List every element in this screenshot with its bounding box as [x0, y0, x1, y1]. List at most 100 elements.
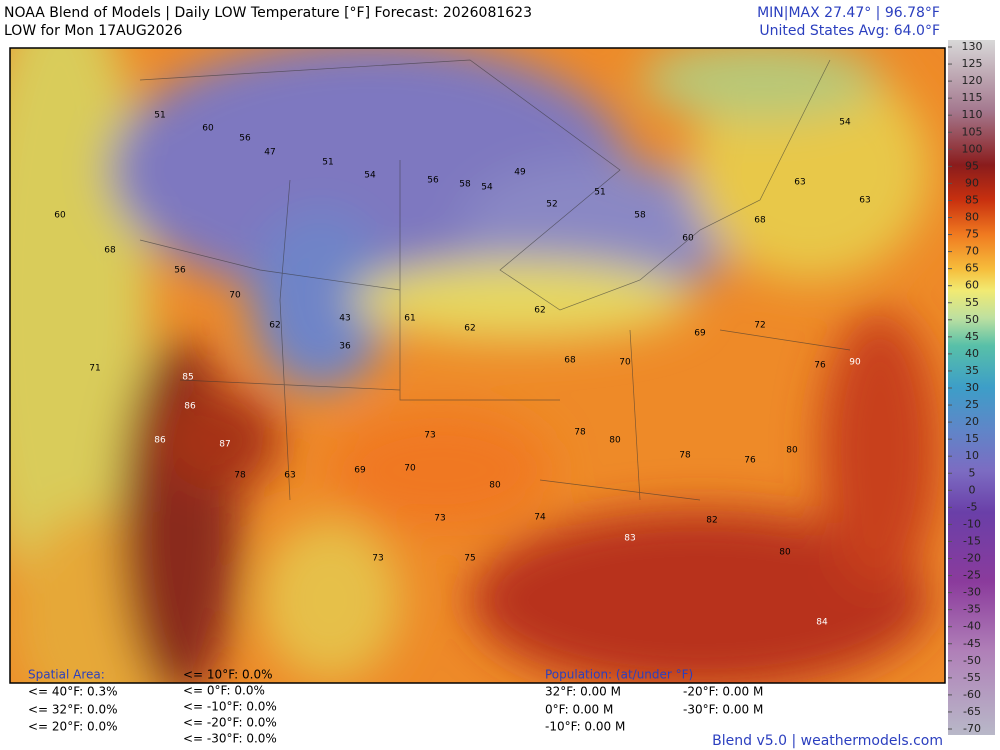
station-value: 62	[464, 324, 475, 334]
stat-line: <= 32°F: 0.0%	[28, 703, 118, 717]
map: 51 60 56 47 51 54 56 58 54 49 52 51 58 60 68 63 54 63 60 68…	[10, 48, 945, 683]
station-value: 51	[322, 158, 333, 168]
colorbar-label: 50	[965, 313, 979, 326]
colorbar-label: 80	[965, 211, 979, 224]
population-title: Population: (at/under °F)	[545, 668, 693, 682]
station-value: 54	[481, 183, 493, 193]
station-value: 73	[434, 514, 445, 524]
station-value: 36	[339, 342, 351, 352]
stat-line: 32°F: 0.00 M	[545, 685, 621, 699]
colorbar-label: -60	[963, 688, 981, 701]
station-value: 72	[754, 321, 765, 331]
stat-line: <= -20°F: 0.0%	[183, 716, 277, 730]
colorbar-label: 120	[962, 74, 983, 87]
station-value: 78	[679, 451, 691, 461]
colorbar-label: -10	[963, 517, 981, 530]
colorbar-label: 75	[965, 228, 979, 241]
station-value: 43	[339, 314, 350, 324]
stat-line: <= -10°F: 0.0%	[183, 700, 277, 714]
stat-line: <= 10°F: 0.0%	[183, 668, 273, 682]
station-value: 47	[264, 148, 275, 158]
station-value: 70	[619, 358, 631, 368]
colorbar-label: -70	[963, 722, 981, 735]
stat-line: <= -30°F: 0.0%	[183, 732, 277, 746]
colorbar-label: -20	[963, 552, 981, 565]
colorbar-label: 70	[965, 245, 979, 258]
station-value: 80	[489, 481, 501, 491]
stat-line: <= 40°F: 0.3%	[28, 685, 118, 699]
colorbar-label: 0	[969, 483, 976, 496]
station-value: 80	[786, 446, 798, 456]
colorbar-label: 55	[965, 296, 979, 309]
colorbar-label: 25	[965, 398, 979, 411]
station-value: 83	[624, 534, 635, 544]
station-value: 82	[706, 516, 717, 526]
station-value: 85	[182, 373, 193, 383]
station-value: 56	[427, 176, 439, 186]
station-value: 75	[464, 554, 475, 564]
station-value: 62	[269, 321, 280, 331]
colorbar-label: 105	[962, 125, 983, 138]
station-value: 56	[174, 266, 186, 276]
station-value: 63	[794, 178, 805, 188]
colorbar-label: 65	[965, 262, 979, 275]
station-value: 51	[594, 188, 605, 198]
station-value: 76	[814, 361, 826, 371]
colorbar-label: 125	[962, 57, 983, 70]
colorbar-label: 30	[965, 381, 979, 394]
stat-line: -30°F: 0.00 M	[683, 703, 763, 717]
title: NOAA Blend of Models | Daily LOW Tempera…	[4, 5, 532, 21]
colorbar-label: 15	[965, 432, 979, 445]
station-value: 58	[459, 180, 471, 190]
colorbar-ticks: 1301251201151101051009590858075706560555…	[948, 40, 983, 735]
subtitle: LOW for Mon 17AUG2026	[4, 23, 182, 39]
station-value: 87	[219, 440, 230, 450]
colorbar-label: 40	[965, 347, 979, 360]
station-value: 70	[229, 291, 241, 301]
station-value: 68	[104, 246, 116, 256]
us-average: United States Avg: 64.0°F	[759, 23, 940, 39]
station-value: 74	[534, 513, 546, 523]
colorbar-label: -5	[967, 500, 978, 513]
colorbar-label: -50	[963, 654, 981, 667]
colorbar-label: -65	[963, 705, 981, 718]
station-value: 52	[546, 200, 557, 210]
station-value: 84	[816, 618, 828, 628]
colorbar-label: -35	[963, 603, 981, 616]
colorbar-label: 130	[962, 40, 983, 53]
stat-line: <= 20°F: 0.0%	[28, 720, 118, 734]
colorbar-label: 90	[965, 176, 979, 189]
station-value: 73	[424, 431, 435, 441]
station-value: 60	[202, 124, 214, 134]
station-value: 69	[694, 329, 706, 339]
station-value: 58	[634, 211, 646, 221]
station-value: 78	[574, 428, 586, 438]
station-value: 63	[859, 196, 870, 206]
station-value: 63	[284, 471, 295, 481]
station-value: 68	[564, 356, 576, 366]
station-value: 54	[839, 118, 851, 128]
station-value: 49	[514, 168, 526, 178]
colorbar-label: 100	[962, 142, 983, 155]
colorbar-label: -30	[963, 586, 981, 599]
min-max: MIN|MAX 27.47° | 96.78°F	[757, 5, 940, 21]
map-frame	[9, 47, 946, 684]
station-value: 68	[754, 216, 766, 226]
colorbar-label: 35	[965, 364, 979, 377]
colorbar-label: -45	[963, 637, 981, 650]
station-value: 78	[234, 471, 246, 481]
station-value: 80	[779, 548, 791, 558]
station-value: 62	[534, 306, 545, 316]
station-value: 70	[404, 464, 416, 474]
station-value: 51	[154, 111, 165, 121]
stat-line: -20°F: 0.00 M	[683, 685, 763, 699]
station-value: 86	[154, 436, 166, 446]
stat-line: 0°F: 0.00 M	[545, 703, 613, 717]
footer: Blend v5.0 | weathermodels.com	[712, 733, 943, 749]
colorbar	[948, 40, 995, 735]
stat-line: -10°F: 0.00 M	[545, 720, 625, 734]
colorbar-label: 85	[965, 193, 979, 206]
colorbar-label: -15	[963, 534, 981, 547]
colorbar-label: 95	[965, 159, 979, 172]
station-value: 73	[372, 554, 383, 564]
